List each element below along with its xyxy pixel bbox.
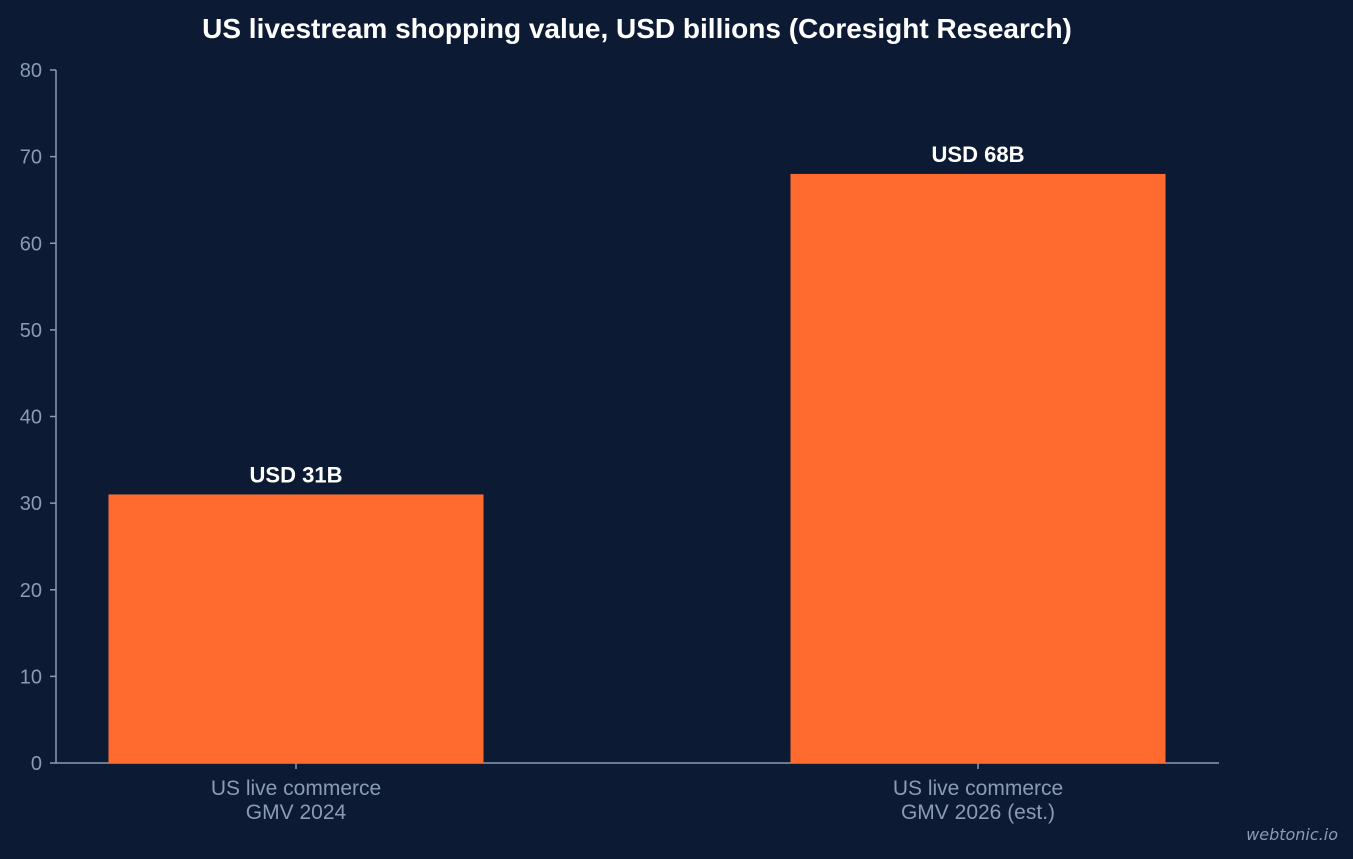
y-tick-label: 70 <box>20 147 42 169</box>
x-tick-label: US live commerce GMV 2026 (est.) <box>893 777 1063 824</box>
x-tick-label: US live commerce GMV 2024 <box>211 777 381 824</box>
y-tick-label: 80 <box>20 60 42 82</box>
y-tick-label: 30 <box>20 493 42 515</box>
x-tick-label-line: US live commerce <box>893 777 1063 800</box>
y-tick-label: 20 <box>20 580 42 602</box>
y-tick-label: 40 <box>20 407 42 429</box>
bar-data-label: USD 68B <box>932 142 1025 167</box>
x-tick-label-line: GMV 2026 (est.) <box>901 801 1055 824</box>
bar <box>108 494 484 763</box>
y-tick-label: 10 <box>20 666 42 688</box>
watermark: webtonic.io <box>1246 825 1338 844</box>
data-labels-group: USD 31B USD 68B <box>250 142 1025 488</box>
bar <box>790 173 1166 763</box>
x-tick-label-line: US live commerce <box>211 777 381 800</box>
chart-title: US livestream shopping value, USD billio… <box>202 13 1072 44</box>
x-tick-label-line: GMV 2024 <box>246 801 347 824</box>
y-axis: 0 10 20 30 40 50 60 70 80 <box>20 60 57 775</box>
y-tick-label: 0 <box>31 753 42 775</box>
y-tick-label: 60 <box>20 233 42 255</box>
y-tick-label: 50 <box>20 320 42 342</box>
bars-group <box>108 173 1166 763</box>
bar-data-label: USD 31B <box>250 462 343 487</box>
